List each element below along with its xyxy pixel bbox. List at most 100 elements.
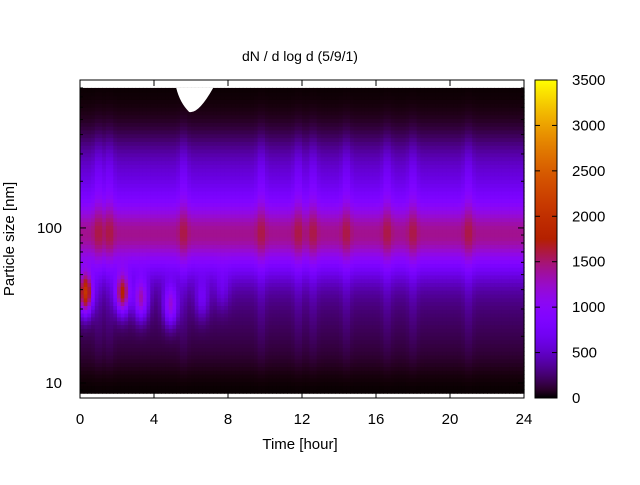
heatmap-cell bbox=[83, 137, 88, 142]
heatmap-cell bbox=[276, 194, 281, 200]
heatmap-cell bbox=[209, 366, 214, 371]
heatmap-cell bbox=[146, 324, 151, 329]
heatmap-cell bbox=[213, 313, 218, 318]
heatmap-cell bbox=[146, 95, 151, 100]
heatmap-cell bbox=[183, 152, 188, 158]
heatmap-cell bbox=[279, 232, 285, 238]
heatmap-cell bbox=[113, 316, 118, 322]
heatmap-cell bbox=[139, 389, 144, 394]
heatmap-cell bbox=[135, 152, 140, 158]
heatmap-cell bbox=[142, 232, 148, 238]
heatmap-cell bbox=[257, 190, 262, 196]
heatmap-cell bbox=[228, 126, 233, 131]
heatmap-cell bbox=[87, 389, 92, 394]
heatmap-cell bbox=[161, 381, 166, 387]
heatmap-cell bbox=[157, 358, 162, 364]
heatmap-cell bbox=[246, 87, 251, 93]
heatmap-cell bbox=[105, 343, 111, 348]
heatmap-cell bbox=[142, 278, 148, 284]
heatmap-cell bbox=[302, 187, 307, 192]
heatmap-cell bbox=[220, 255, 225, 261]
heatmap-cell bbox=[80, 278, 85, 284]
heatmap-cell bbox=[265, 168, 270, 173]
heatmap-cell bbox=[302, 313, 307, 318]
heatmap-cell bbox=[187, 263, 192, 268]
heatmap-cell bbox=[228, 160, 233, 165]
heatmap-cell bbox=[228, 320, 233, 326]
heatmap-cell bbox=[213, 301, 218, 306]
heatmap-cell bbox=[120, 187, 125, 192]
heatmap-cell bbox=[91, 175, 96, 181]
heatmap-cell bbox=[250, 343, 255, 348]
heatmap-cell bbox=[150, 293, 155, 299]
heatmap-cell bbox=[83, 385, 88, 390]
heatmap-cell bbox=[131, 309, 137, 314]
heatmap-cell bbox=[242, 320, 248, 326]
heatmap-cell bbox=[102, 271, 107, 276]
heatmap-cell bbox=[87, 362, 92, 368]
heatmap-cell bbox=[261, 248, 266, 253]
heatmap-cell bbox=[239, 347, 244, 352]
heatmap-cell bbox=[183, 316, 188, 322]
heatmap-cell bbox=[172, 129, 177, 135]
heatmap-cell bbox=[231, 141, 236, 146]
heatmap-cell bbox=[279, 358, 285, 364]
heatmap-cell bbox=[98, 229, 103, 234]
heatmap-cell bbox=[131, 210, 137, 215]
heatmap-cell bbox=[83, 206, 88, 211]
heatmap-cell bbox=[224, 377, 229, 383]
heatmap-cell bbox=[283, 160, 288, 165]
heatmap-cell bbox=[161, 229, 166, 234]
heatmap-cell bbox=[150, 332, 155, 337]
heatmap-cell bbox=[205, 255, 211, 261]
heatmap-cell bbox=[150, 194, 155, 200]
heatmap-cell bbox=[179, 381, 185, 387]
heatmap-cell bbox=[224, 118, 229, 123]
heatmap-cell bbox=[213, 126, 218, 131]
heatmap-cell bbox=[268, 381, 273, 387]
heatmap-cell bbox=[265, 335, 270, 341]
heatmap-cell bbox=[191, 114, 196, 120]
heatmap-cell bbox=[265, 244, 270, 249]
heatmap-cell bbox=[239, 351, 244, 356]
heatmap-cell bbox=[224, 87, 229, 93]
heatmap-cell bbox=[216, 210, 222, 215]
heatmap-cell bbox=[172, 274, 177, 280]
heatmap-cell bbox=[239, 328, 244, 333]
heatmap-cell bbox=[113, 126, 118, 131]
heatmap-cell bbox=[154, 374, 159, 379]
heatmap-cell bbox=[298, 171, 303, 177]
heatmap-cell bbox=[172, 148, 177, 154]
heatmap-cell bbox=[117, 339, 122, 345]
heatmap-cell bbox=[235, 381, 240, 387]
heatmap-cell bbox=[135, 248, 140, 253]
heatmap-cell bbox=[161, 156, 166, 162]
heatmap-cell bbox=[157, 351, 162, 356]
heatmap-cell bbox=[194, 198, 199, 203]
heatmap-cell bbox=[135, 286, 140, 291]
heatmap-cell bbox=[220, 332, 225, 337]
heatmap-cell bbox=[183, 217, 188, 223]
heatmap-cell bbox=[261, 175, 266, 181]
heatmap-cell bbox=[176, 95, 181, 100]
heatmap-cell bbox=[279, 309, 285, 314]
heatmap-cell bbox=[161, 274, 166, 280]
heatmap-cell bbox=[220, 351, 225, 356]
heatmap-cell bbox=[257, 248, 262, 253]
heatmap-cell bbox=[205, 210, 211, 215]
heatmap-cell bbox=[168, 126, 174, 131]
heatmap-cell bbox=[298, 335, 303, 341]
heatmap-cell bbox=[80, 263, 85, 268]
heatmap-cell bbox=[265, 301, 270, 306]
heatmap-cell bbox=[276, 351, 281, 356]
heatmap-cell bbox=[228, 293, 233, 299]
heatmap-cell bbox=[202, 229, 207, 234]
heatmap-cell bbox=[161, 213, 166, 219]
heatmap-cell bbox=[239, 160, 244, 165]
heatmap-cell bbox=[128, 110, 133, 116]
heatmap-cell bbox=[142, 354, 148, 360]
heatmap-cell bbox=[94, 221, 100, 226]
heatmap-cell bbox=[257, 232, 262, 238]
heatmap-cell bbox=[139, 198, 144, 203]
heatmap-cell bbox=[191, 293, 196, 299]
